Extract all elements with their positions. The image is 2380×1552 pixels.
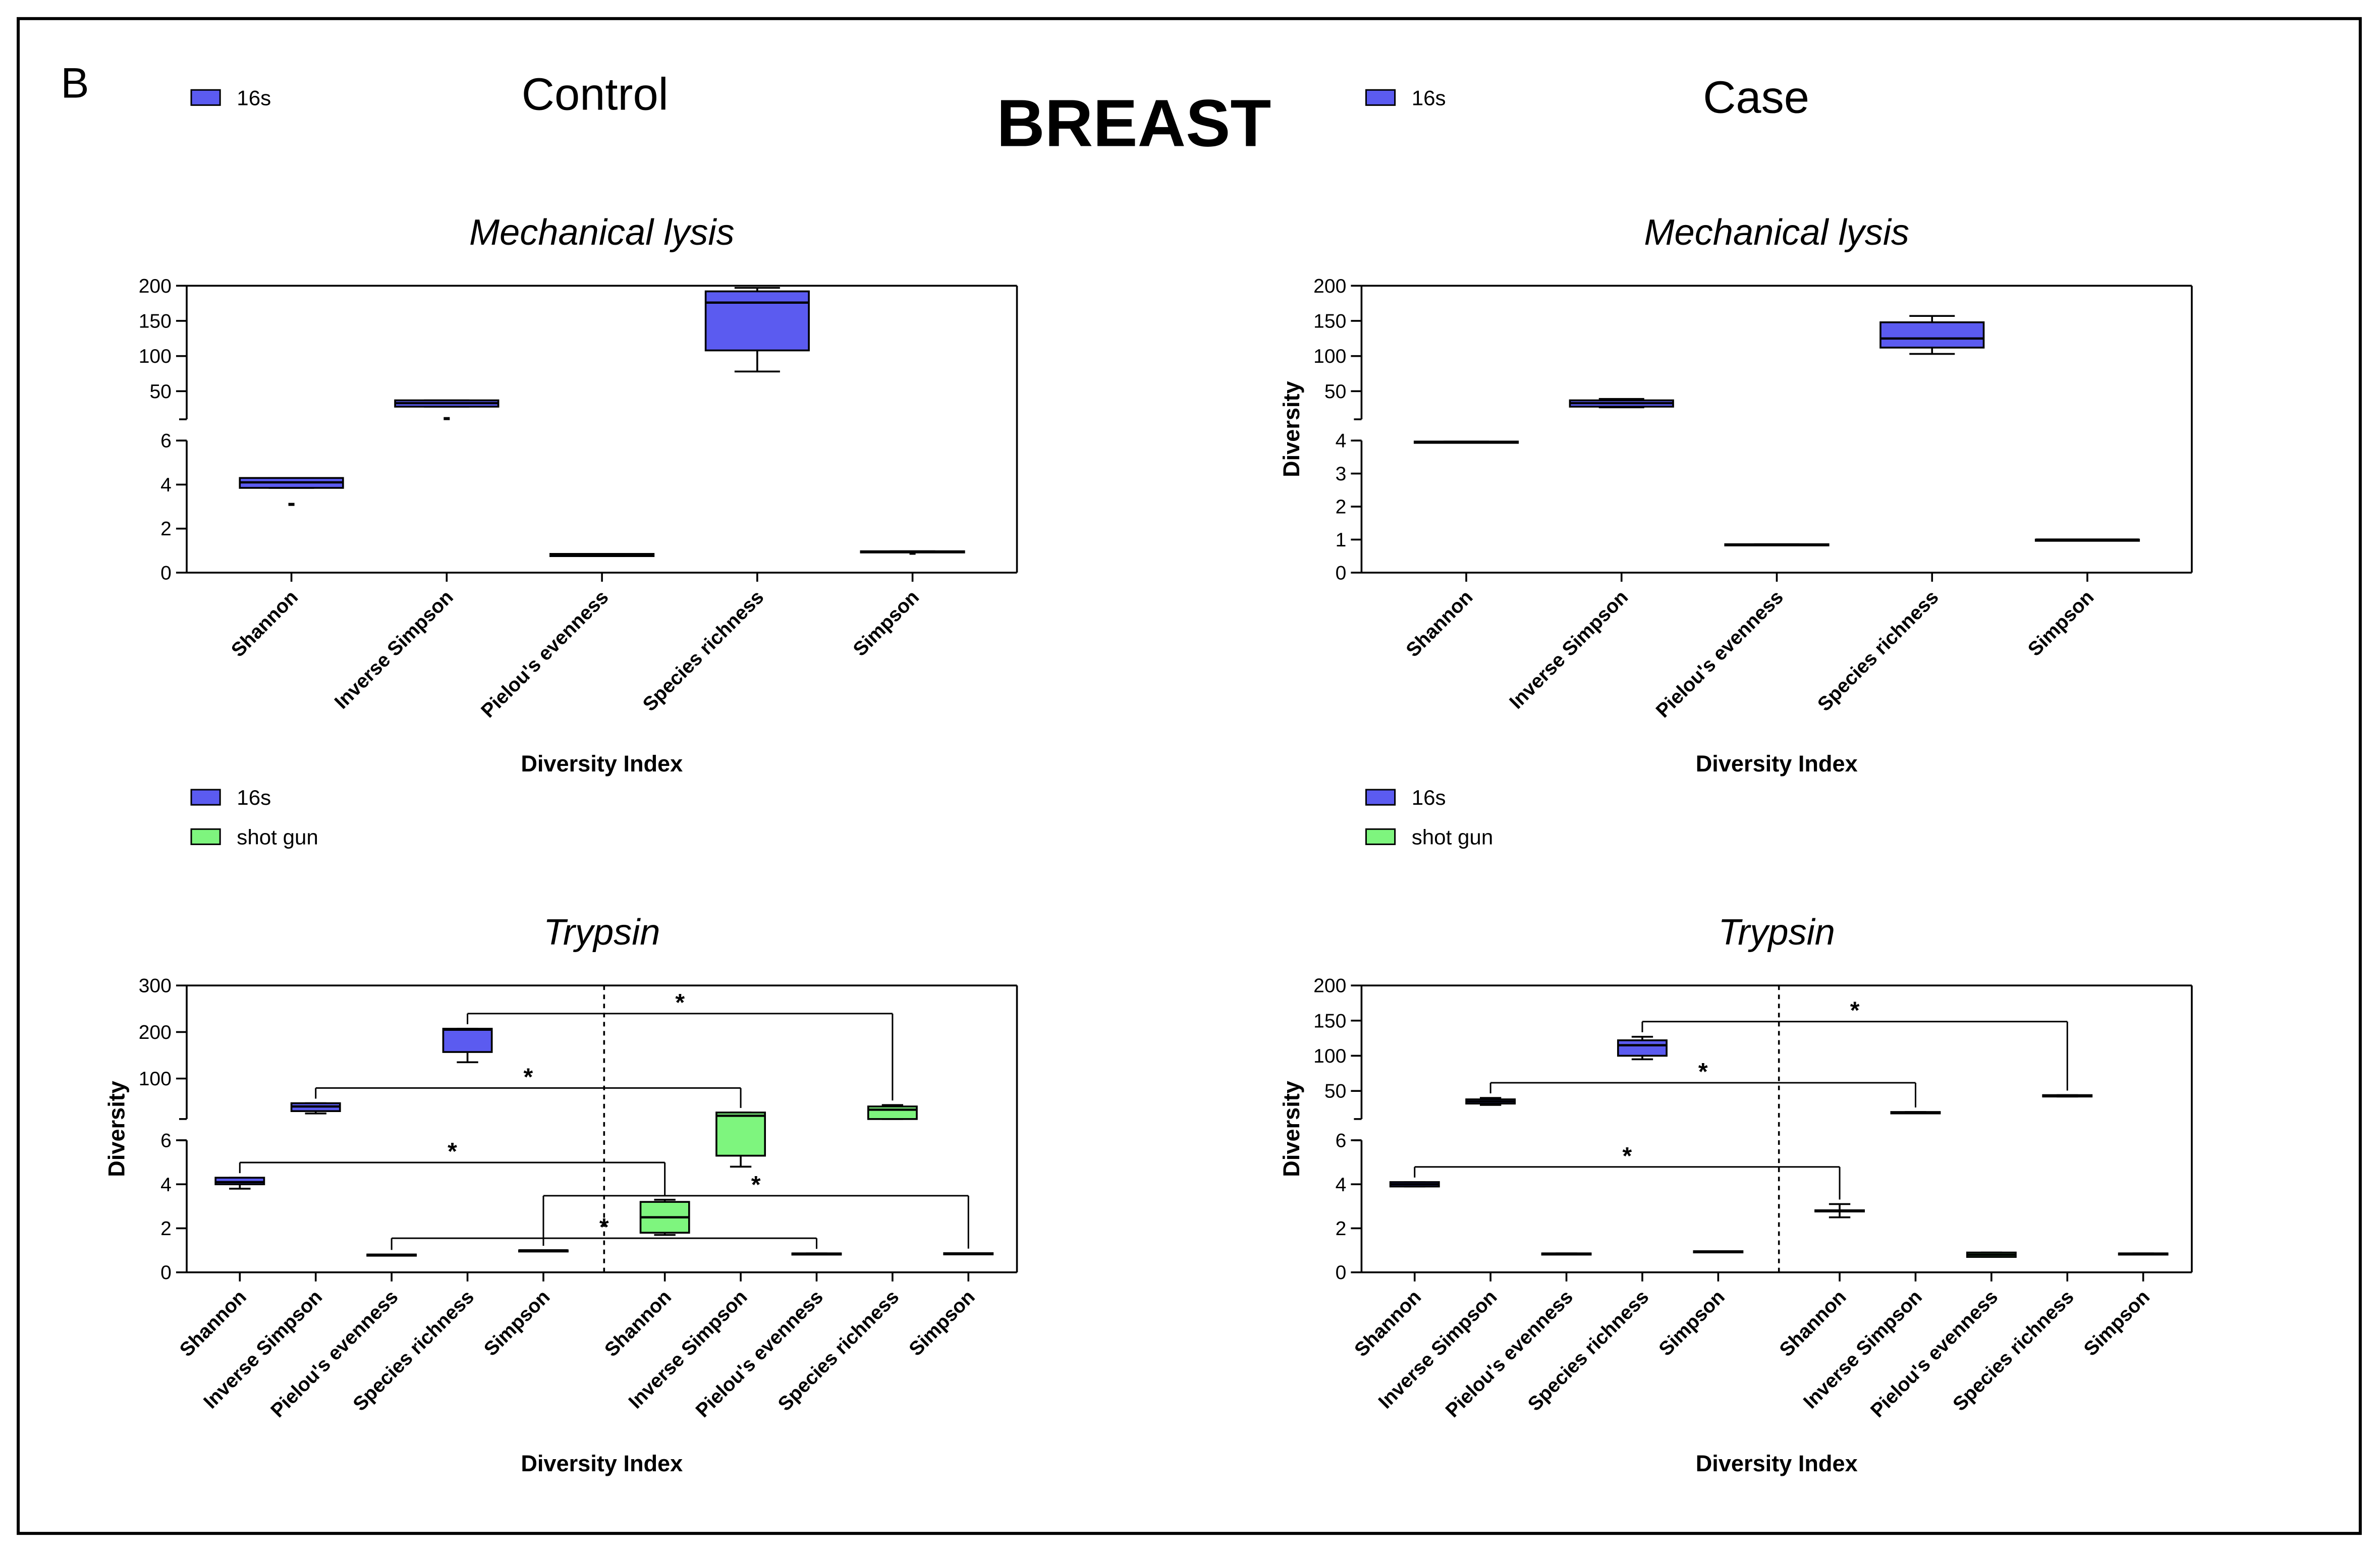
y-tick-label: 2 [1336, 1218, 1347, 1240]
significance-label: * [675, 989, 685, 1016]
y-axis-label: Diversity [1279, 381, 1304, 477]
legend-swatch [190, 828, 221, 845]
y-tick-label: 200 [139, 275, 172, 297]
box [715, 1112, 766, 1157]
significance-label: * [599, 1213, 609, 1241]
y-tick-label: 0 [160, 562, 172, 584]
legend-swatch [190, 89, 221, 106]
chart-title: Mechanical lysis [469, 212, 735, 253]
y-tick-label: 2 [160, 518, 172, 540]
legend-label: 16s [1412, 786, 1446, 809]
y-tick-label: 200 [1313, 275, 1346, 297]
y-axis-label: Diversity [104, 1081, 130, 1177]
legend-swatch [1365, 89, 1396, 106]
panel-label: B [61, 59, 89, 106]
y-tick-label: 50 [149, 381, 171, 403]
column-title: Control [522, 69, 669, 120]
y-tick-label: 100 [139, 346, 172, 367]
frame [17, 17, 2362, 1535]
column-title: Case [1703, 72, 1809, 123]
y-tick-label: 100 [1313, 1045, 1346, 1067]
significance-label: * [1698, 1058, 1708, 1085]
legend-label: shot gun [1412, 825, 1493, 849]
box [704, 290, 810, 352]
legend-label: 16s [237, 86, 271, 109]
box [867, 1105, 918, 1120]
significance-label: * [1850, 997, 1860, 1024]
y-tick-label: 4 [1336, 430, 1347, 452]
y-tick-label: 0 [160, 1262, 172, 1284]
x-axis-label: Diversity Index [521, 751, 683, 777]
box [1879, 321, 1985, 349]
chart-title: Mechanical lysis [1644, 212, 1909, 253]
y-tick-label: 4 [1336, 1174, 1347, 1196]
y-tick-label: 6 [160, 430, 172, 452]
legend-swatch [190, 789, 221, 806]
y-tick-label: 6 [1336, 1130, 1347, 1152]
y-tick-label: 0 [1336, 562, 1347, 584]
box [442, 1028, 493, 1053]
y-tick-label: 1 [1336, 529, 1347, 551]
legend-label: shot gun [237, 825, 318, 849]
y-tick-label: 4 [160, 1174, 172, 1196]
significance-label: * [524, 1063, 533, 1090]
y-tick-label: 2 [1336, 496, 1347, 518]
significance-label: * [1623, 1142, 1632, 1170]
y-tick-label: 6 [160, 1130, 172, 1152]
y-tick-label: 0 [1336, 1262, 1347, 1284]
y-tick-label: 100 [139, 1068, 172, 1090]
y-axis-label: Diversity [1279, 1081, 1304, 1177]
y-tick-label: 150 [139, 311, 172, 332]
y-tick-label: 3 [1336, 463, 1347, 485]
y-tick-label: 200 [1313, 975, 1346, 997]
figure-title: BREAST [997, 86, 1271, 161]
y-tick-label: 2 [160, 1218, 172, 1240]
legend-label: 16s [1412, 86, 1446, 109]
y-tick-label: 200 [139, 1022, 172, 1043]
y-tick-label: 150 [1313, 311, 1346, 332]
y-tick-label: 150 [1313, 1010, 1346, 1032]
y-tick-label: 300 [139, 975, 172, 997]
significance-label: * [448, 1138, 457, 1165]
legend-label: 16s [237, 786, 271, 809]
legend-swatch [1365, 828, 1396, 845]
x-axis-label: Diversity Index [521, 1451, 683, 1476]
y-tick-label: 100 [1313, 346, 1346, 367]
box [1617, 1039, 1668, 1057]
y-tick-label: 50 [1324, 381, 1346, 403]
chart-title: Trypsin [1719, 912, 1835, 953]
y-tick-label: 4 [160, 474, 172, 496]
x-axis-label: Diversity Index [1696, 751, 1858, 777]
legend-swatch [1365, 789, 1396, 806]
x-axis-label: Diversity Index [1696, 1451, 1858, 1476]
significance-label: * [751, 1171, 761, 1198]
chart-title: Trypsin [543, 912, 660, 953]
y-tick-label: 50 [1324, 1081, 1346, 1102]
